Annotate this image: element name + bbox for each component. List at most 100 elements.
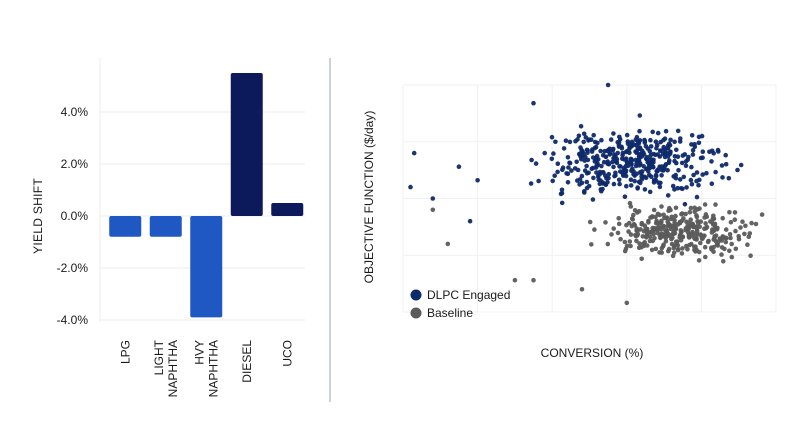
scatter-point xyxy=(700,155,705,160)
scatter-point xyxy=(702,202,708,207)
scatter-point xyxy=(552,173,557,178)
scatter-point xyxy=(715,240,721,245)
scatter-point xyxy=(582,189,587,194)
scatter-point xyxy=(659,173,664,178)
scatter-point xyxy=(634,238,639,244)
scatter-point xyxy=(673,205,679,211)
y-tick-label: -4.0% xyxy=(57,313,89,327)
scatter-point xyxy=(712,226,718,231)
scatter-point xyxy=(729,254,735,260)
scatter-point xyxy=(639,177,644,182)
scatter-point xyxy=(727,232,733,237)
scatter-point xyxy=(631,169,636,174)
scatter-point xyxy=(694,178,699,184)
scatter-point xyxy=(652,236,657,241)
scatter-point xyxy=(689,181,695,187)
scatter-point xyxy=(603,220,608,225)
scatter-point xyxy=(679,160,685,166)
scatter-point xyxy=(649,247,655,253)
scatter-point xyxy=(430,196,436,201)
scatter-point xyxy=(692,244,697,249)
x-tick-label: LPG xyxy=(118,340,132,364)
scatter-point xyxy=(629,161,634,167)
scatter-point xyxy=(692,142,697,147)
scatter-point xyxy=(696,258,702,263)
scatter-point xyxy=(727,210,732,215)
scatter-point xyxy=(667,233,672,239)
scatter-point xyxy=(668,224,674,230)
scatter-point xyxy=(639,154,645,159)
scatter-point xyxy=(629,143,634,149)
scatter-point xyxy=(735,167,740,173)
scatter-point xyxy=(637,113,643,118)
scatter-point xyxy=(590,155,596,160)
scatter-point xyxy=(616,221,622,227)
scatter-point xyxy=(646,218,651,224)
scatter-point xyxy=(728,235,733,241)
scatter-point xyxy=(408,184,413,190)
scatter-point xyxy=(555,161,561,166)
scatter-point xyxy=(624,243,630,249)
scatter-point xyxy=(675,154,681,159)
scatter-point xyxy=(596,157,601,162)
scatter-point xyxy=(574,159,579,165)
scatter-point xyxy=(672,217,677,223)
scatter-point xyxy=(597,181,603,187)
scatter-point xyxy=(745,242,750,247)
scatter-point xyxy=(683,211,688,217)
scatter-point xyxy=(713,169,718,175)
scatter-point xyxy=(665,193,671,198)
scatter-point xyxy=(631,212,636,218)
scatter-point xyxy=(663,239,669,244)
scatter-point xyxy=(456,164,462,169)
scatter-point xyxy=(624,156,629,161)
scatter-point xyxy=(644,243,650,248)
scatter-point xyxy=(600,186,605,192)
scatter-point xyxy=(677,177,683,182)
scatter-point xyxy=(675,246,681,252)
scatter-point xyxy=(748,253,753,258)
scatter-point xyxy=(644,233,649,239)
scatter-point xyxy=(555,169,560,175)
scatter-point xyxy=(579,147,584,153)
scatter-point xyxy=(683,163,689,169)
scatter-point xyxy=(675,185,680,191)
scatter-point xyxy=(673,172,678,178)
scatter-point xyxy=(567,139,573,145)
scatter-point xyxy=(614,160,620,166)
scatter-point xyxy=(531,277,536,283)
scatter-point xyxy=(644,228,650,233)
scatter-point xyxy=(639,244,644,250)
scatter-point xyxy=(536,178,541,184)
x-tick-label: DIESEL xyxy=(240,340,254,383)
scatter-point xyxy=(692,209,697,215)
scatter-point xyxy=(647,234,653,240)
scatter-point xyxy=(642,174,647,180)
scatter-point xyxy=(632,178,637,184)
scatter-point xyxy=(674,147,679,153)
scatter-point xyxy=(636,139,641,144)
scatter-point xyxy=(650,214,655,219)
y-tick-label: 2.0% xyxy=(61,157,89,171)
scatter-point xyxy=(623,149,629,155)
scatter-point xyxy=(605,241,611,247)
scatter-point xyxy=(698,240,703,246)
scatter-point xyxy=(599,163,604,169)
scatter-point xyxy=(642,240,647,245)
scatter-point xyxy=(467,218,473,224)
scatter-point xyxy=(723,227,729,232)
scatter-point xyxy=(672,139,677,145)
scatter-point xyxy=(651,151,656,157)
x-axis-label: CONVERSION (%) xyxy=(541,346,644,360)
legend-marker xyxy=(410,307,422,319)
scatter-point xyxy=(674,242,679,247)
scatter-point xyxy=(709,159,714,164)
legend-label: Baseline xyxy=(427,306,473,320)
scatter-point xyxy=(726,175,732,181)
y-axis-label: OBJECTIVE FUNCTION ($/day) xyxy=(362,111,376,284)
scatter-point xyxy=(673,226,679,232)
scatter-point xyxy=(723,239,729,245)
y-tick-label: 4.0% xyxy=(61,105,89,119)
scatter-point xyxy=(579,173,585,179)
scatter-point xyxy=(711,151,716,156)
